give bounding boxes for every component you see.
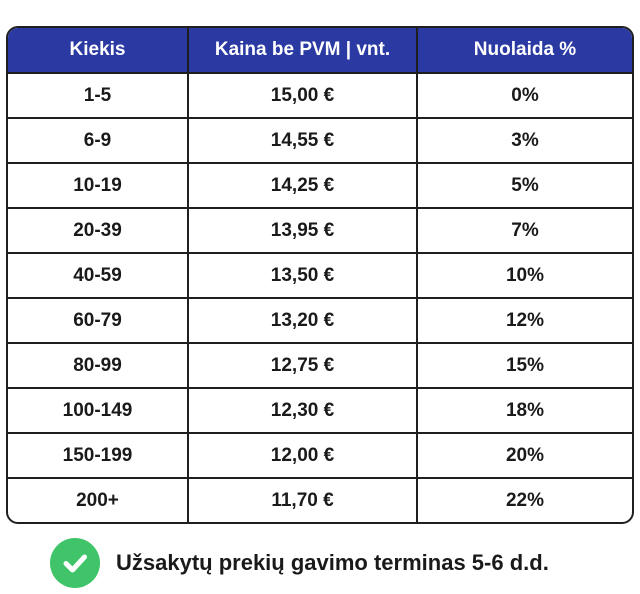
quantity-cell: 80-99 [8, 343, 189, 389]
header-discount: Nuolaida % [417, 28, 632, 74]
quantity-cell: 100-149 [8, 388, 189, 434]
table-row: 40-59 13,50 € 10% [8, 253, 632, 299]
price-cell: 13,95 € [188, 208, 418, 254]
discount-cell: 15% [417, 343, 632, 389]
quantity-cell: 200+ [8, 478, 189, 522]
price-cell: 14,25 € [188, 163, 418, 209]
quantity-cell: 1-5 [8, 73, 189, 119]
price-cell: 12,75 € [188, 343, 418, 389]
price-cell: 14,55 € [188, 118, 418, 164]
price-table: Kiekis Kaina be PVM | vnt. Nuolaida % 1-… [6, 26, 634, 524]
price-cell: 13,20 € [188, 298, 418, 344]
table-row: 80-99 12,75 € 15% [8, 343, 632, 389]
check-circle-icon [50, 538, 100, 588]
header-price: Kaina be PVM | vnt. [188, 28, 418, 74]
table-row: 150-199 12,00 € 20% [8, 433, 632, 479]
delivery-note: Užsakytų prekių gavimo terminas 5-6 d.d. [50, 538, 549, 588]
table-row: 200+ 11,70 € 22% [8, 478, 632, 522]
quantity-cell: 6-9 [8, 118, 189, 164]
discount-cell: 0% [417, 73, 632, 119]
table-row: 6-9 14,55 € 3% [8, 118, 632, 164]
table-row: 100-149 12,30 € 18% [8, 388, 632, 434]
discount-cell: 7% [417, 208, 632, 254]
quantity-cell: 150-199 [8, 433, 189, 479]
pricing-grid: Kiekis Kaina be PVM | vnt. Nuolaida % 1-… [8, 28, 632, 522]
price-cell: 12,30 € [188, 388, 418, 434]
table-row: 10-19 14,25 € 5% [8, 163, 632, 209]
discount-cell: 18% [417, 388, 632, 434]
discount-cell: 3% [417, 118, 632, 164]
price-cell: 12,00 € [188, 433, 418, 479]
table-row: 60-79 13,20 € 12% [8, 298, 632, 344]
discount-cell: 5% [417, 163, 632, 209]
quantity-cell: 40-59 [8, 253, 189, 299]
price-cell: 11,70 € [188, 478, 418, 522]
delivery-note-text: Užsakytų prekių gavimo terminas 5-6 d.d. [116, 550, 549, 575]
quantity-cell: 60-79 [8, 298, 189, 344]
table-row: 20-39 13,95 € 7% [8, 208, 632, 254]
table-body: 1-5 15,00 € 0% 6-9 14,55 € 3% 10-19 14,2… [8, 73, 632, 522]
header-quantity: Kiekis [8, 28, 189, 74]
price-cell: 15,00 € [188, 73, 418, 119]
price-cell: 13,50 € [188, 253, 418, 299]
quantity-cell: 10-19 [8, 163, 189, 209]
discount-cell: 12% [417, 298, 632, 344]
discount-cell: 22% [505, 489, 545, 511]
header-row: Kiekis Kaina be PVM | vnt. Nuolaida % [8, 28, 632, 74]
table-header: Kiekis Kaina be PVM | vnt. Nuolaida % [8, 28, 632, 74]
quantity-cell: 20-39 [8, 208, 189, 254]
discount-cell: 10% [417, 253, 632, 299]
discount-cell: 20% [417, 433, 632, 479]
table-row: 1-5 15,00 € 0% [8, 73, 632, 119]
